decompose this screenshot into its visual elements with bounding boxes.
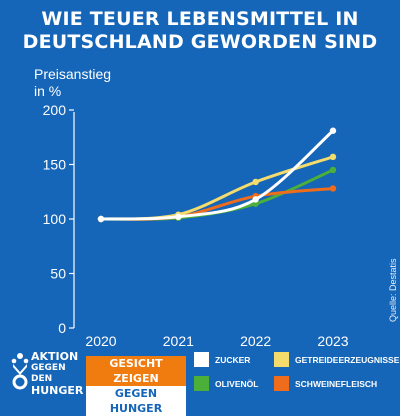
legend-label: GETREIDEERZEUGNISSE [295, 355, 400, 365]
series-line-zucker [99, 129, 335, 221]
data-point-zucker [252, 196, 259, 203]
y-tick-label: 0 [58, 320, 66, 336]
data-point-schweinefleisch [329, 185, 337, 192]
logo-line-3: HUNGER [31, 384, 84, 397]
x-tick-label: 2023 [317, 333, 348, 349]
legend-label: ZUCKER [215, 355, 251, 365]
legend-swatch [274, 376, 289, 391]
y-tick-label: 50 [50, 266, 66, 282]
data-point-getreideerzeugnisse [252, 178, 259, 186]
legend: ZUCKER GETREIDEERZEUGNISSE OLIVENÖL SCHWEIN… [194, 352, 400, 396]
x-tick-label: 2022 [240, 333, 271, 349]
logo-wordmark: AKTION GEGEN DEN HUNGER [31, 351, 84, 397]
legend-label: OLIVENÖL [215, 379, 259, 389]
data-point-zucker [97, 215, 105, 223]
y-axis-label-line-1: Preisanstieg [34, 66, 112, 82]
data-point-oliven-l [329, 166, 337, 174]
line-chart: 0 50 100 150 200 2020 2021 2022 2023 [43, 102, 349, 349]
title-line-2: DEUTSCHLAND GEWORDEN SIND [22, 31, 378, 53]
legend-label: SCHWEINEFLEISCH [295, 379, 378, 389]
badge-line-2: GEGEN HUNGER [86, 386, 186, 416]
source-note: Quelle: Destatis [388, 258, 398, 322]
legend-swatch [194, 352, 209, 367]
data-point-zucker [175, 213, 182, 221]
axis-group: 0 50 100 150 200 2020 2021 2022 2023 [43, 102, 349, 349]
y-tick-label: 200 [43, 102, 67, 118]
logo-line-1: AKTION [31, 350, 79, 363]
data-point-getreideerzeugnisse [329, 153, 337, 161]
badge-line-1: GESICHT ZEIGEN [86, 356, 186, 386]
people-icon [11, 353, 29, 390]
campaign-badge: GESICHT ZEIGEN GEGEN HUNGER [86, 356, 186, 416]
x-tick-label: 2021 [163, 333, 194, 349]
series-group [97, 127, 337, 223]
legend-swatch [194, 376, 209, 391]
title-line-1: WIE TEUER LEBENSMITTEL IN [41, 8, 359, 30]
series-line-schweinefleisch [99, 186, 335, 221]
chart-title: WIE TEUER LEBENSMITTEL IN DEUTSCHLAND GE… [0, 8, 400, 54]
logo-line-2: GEGEN DEN [31, 363, 66, 384]
y-axis-label-line-2: in % [34, 83, 62, 99]
legend-swatch [274, 352, 289, 367]
y-tick-label: 100 [43, 211, 67, 227]
y-tick-label: 150 [43, 157, 67, 173]
data-point-zucker [329, 127, 337, 134]
y-axis-label: Preisanstieg in % [34, 66, 111, 100]
aktion-gegen-den-hunger-logo: AKTION GEGEN DEN HUNGER [10, 350, 84, 397]
x-tick-label: 2020 [85, 333, 116, 349]
